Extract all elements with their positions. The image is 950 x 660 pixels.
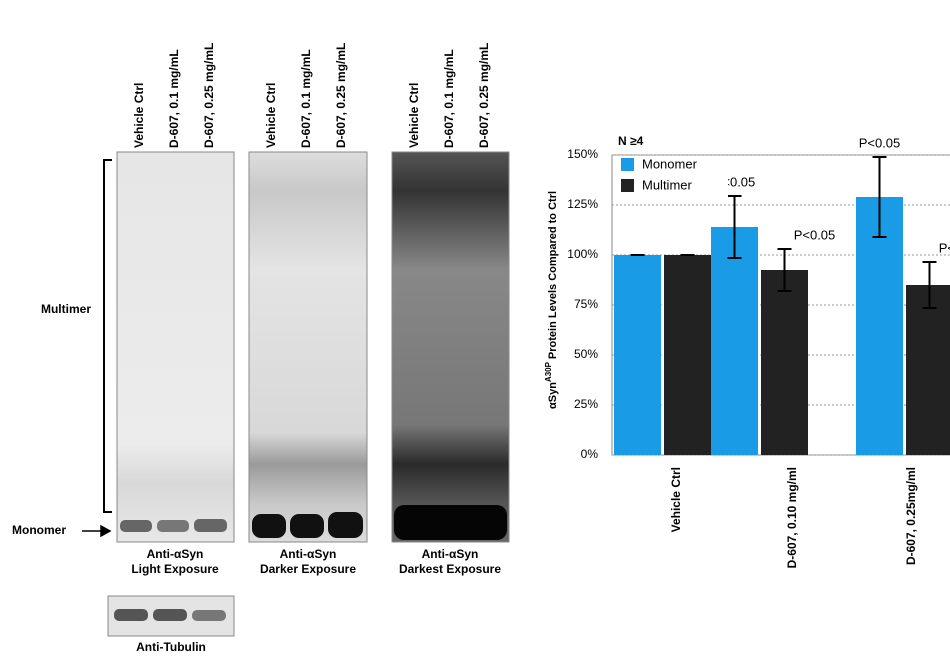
- lane-label: Vehicle Ctrl: [407, 83, 421, 148]
- legend-label: Monomer: [642, 156, 698, 171]
- y-tick-label: 150%: [567, 147, 598, 161]
- gel-caption: Anti-αSyn: [280, 547, 337, 561]
- n-note: N ≥4: [618, 134, 644, 148]
- y-tick-label: 25%: [574, 397, 598, 411]
- figure: Vehicle Ctrl D-607, 0.1 mg/mL D-607, 0.2…: [0, 0, 950, 660]
- x-tick-label: D-607, 0.10 mg/ml: [785, 467, 799, 568]
- gel-caption: Darkest Exposure: [399, 562, 501, 576]
- legend-label: Multimer: [642, 177, 693, 192]
- bar: [906, 285, 950, 455]
- y-axis-label-main: αSyn: [547, 382, 559, 409]
- lane-label: D-607, 0.25 mg/mL: [334, 43, 348, 148]
- bar: [664, 255, 711, 455]
- gel-darkest: [392, 152, 509, 542]
- y-axis-label: αSynA30P Protein Levels Compared to Ctrl: [544, 191, 559, 409]
- chart: Vehicle Ctrl D-607, 0.1 mg/mL D-607, 0.2…: [0, 0, 950, 660]
- gel-light: [117, 152, 234, 542]
- lane-label: D-607, 0.1 mg/mL: [442, 49, 456, 148]
- y-tick-label: 125%: [567, 197, 598, 211]
- p-value-label: P<0.05: [939, 240, 950, 255]
- lane-label: D-607, 0.1 mg/mL: [167, 49, 181, 148]
- bar: [711, 227, 758, 455]
- gel-caption: Darker Exposure: [260, 562, 356, 576]
- legend-swatch: [621, 179, 634, 192]
- x-tick-label: Vehicle Ctrl: [669, 467, 683, 532]
- lane-label: Vehicle Ctrl: [132, 83, 146, 148]
- bracket: [104, 160, 112, 512]
- y-tick-label: 0%: [581, 447, 599, 461]
- gel-caption: Light Exposure: [131, 562, 219, 576]
- y-axis-label-sup: A30P: [544, 361, 553, 382]
- p-value-label: P<0.05: [859, 135, 901, 150]
- y-axis-label-rest: Protein Levels Compared to Ctrl: [547, 191, 559, 359]
- arrow: [82, 526, 110, 536]
- lane-label: D-607, 0.25 mg/mL: [477, 43, 491, 148]
- p-value-label: P<0.05: [794, 227, 836, 242]
- gel-darker: [249, 152, 367, 542]
- y-tick-label: 50%: [574, 347, 598, 361]
- gel-caption: Anti-αSyn: [147, 547, 204, 561]
- bar: [761, 270, 808, 455]
- y-tick-label: 75%: [574, 297, 598, 311]
- bar: [614, 255, 661, 455]
- gel-tubulin: [108, 596, 234, 636]
- multimer-label: Multimer: [41, 302, 91, 316]
- y-tick-label: 100%: [567, 247, 598, 261]
- gel-caption: Anti-Tubulin: [136, 640, 206, 654]
- monomer-label: Monomer: [12, 523, 66, 537]
- gel-caption: Anti-αSyn: [422, 547, 479, 561]
- legend-swatch: [621, 158, 634, 171]
- lane-label: Vehicle Ctrl: [264, 83, 278, 148]
- lane-label: D-607, 0.1 mg/mL: [299, 49, 313, 148]
- lane-label: D-607, 0.25 mg/mL: [202, 43, 216, 148]
- x-tick-label: D-607, 0.25mg/ml: [904, 467, 918, 565]
